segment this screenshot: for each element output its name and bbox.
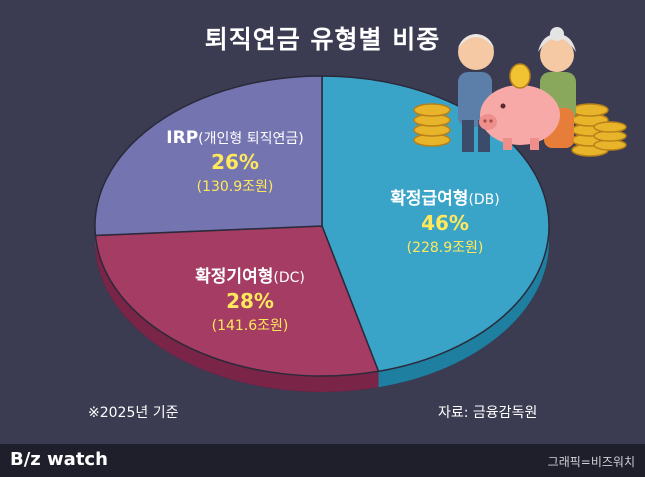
illustration (413, 27, 627, 157)
chart-title: 퇴직연금 유형별 비중 (204, 25, 441, 54)
dc-percent: 28% (226, 289, 274, 313)
db-amount: (228.9조원) (406, 240, 484, 256)
pie-chart (94, 27, 627, 392)
irp-percent: 26% (211, 150, 259, 174)
footer-bar: B/z watch 그래픽=비즈워치 (0, 444, 645, 477)
label-dc: 확정기여형(DC) 28% (141.6조원) (175, 262, 325, 335)
bizwatch-logo: B/z watch (10, 449, 108, 470)
label-irp: IRP(개인형 퇴직연금) 26% (130.9조원) (140, 128, 330, 196)
basis-note: ※2025년 기준 (88, 405, 179, 421)
slice-db-side (378, 226, 549, 388)
db-percent: 46% (421, 211, 469, 235)
source-note: 자료: 금융감독원 (438, 405, 538, 421)
graphic-credit: 그래픽=비즈워치 (547, 455, 635, 469)
irp-name: IRP(개인형 퇴직연금) (166, 128, 304, 148)
slice-dc (94, 225, 380, 377)
pie-top (94, 75, 550, 377)
slice-irp (94, 75, 323, 237)
irp-amount: (130.9조원) (196, 179, 274, 195)
label-db: 확정급여형(DB) 46% (228.9조원) (365, 184, 525, 257)
slice-dc-side (95, 235, 379, 392)
db-name: 확정급여형(DB) (390, 189, 500, 209)
slice-db (321, 75, 550, 373)
dc-amount: (141.6조원) (211, 318, 289, 334)
dc-name: 확정기여형(DC) (195, 267, 305, 287)
